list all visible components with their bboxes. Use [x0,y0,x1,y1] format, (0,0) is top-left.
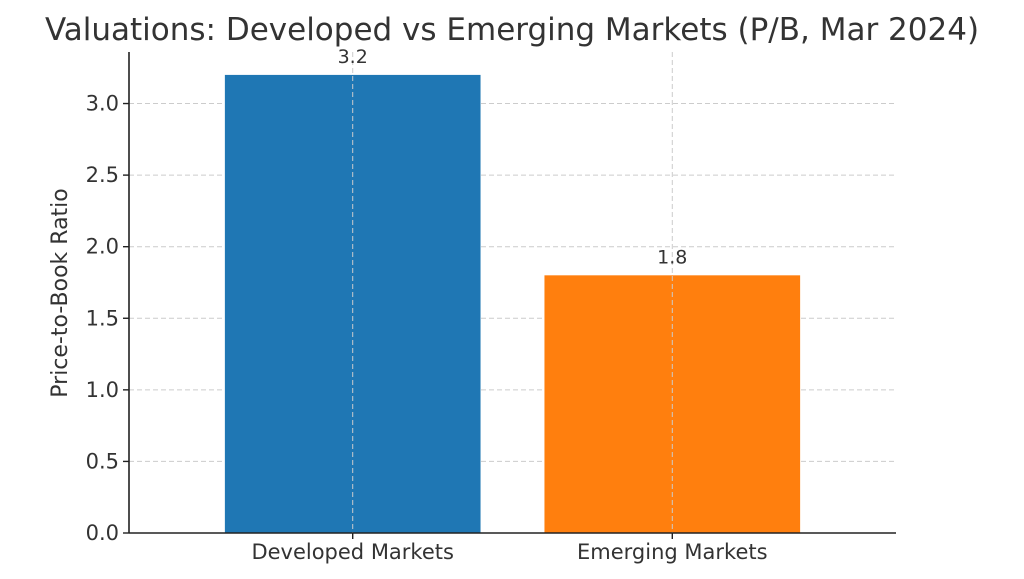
x-tick-label: Developed Markets [251,540,454,564]
y-tick-label: 1.0 [86,378,119,402]
x-grid [352,52,673,533]
data-labels: 3.2 1.8 [338,46,688,268]
y-tick-label: 1.5 [86,306,119,330]
x-tick-label: Emerging Markets [577,540,768,564]
y-tick-label: 0.5 [86,449,119,473]
bar-value-label: 3.2 [338,46,368,68]
chart-title: Valuations: Developed vs Emerging Market… [45,12,979,48]
y-axis-ticks: 0.0 0.5 1.0 1.5 2.0 2.5 3.0 [86,92,129,545]
y-tick-label: 2.0 [86,235,119,259]
x-axis-ticks: Developed Markets Emerging Markets [251,533,768,564]
y-axis-label: Price-to-Book Ratio [48,188,73,397]
bar-value-label: 1.8 [657,246,687,268]
y-tick-label: 3.0 [86,92,119,116]
y-tick-label: 0.0 [86,521,119,545]
y-tick-label: 2.5 [86,163,119,187]
bars [224,74,801,534]
